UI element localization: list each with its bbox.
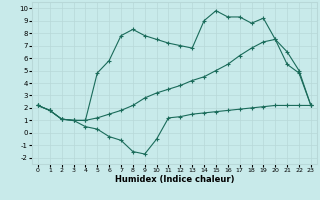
X-axis label: Humidex (Indice chaleur): Humidex (Indice chaleur) <box>115 175 234 184</box>
